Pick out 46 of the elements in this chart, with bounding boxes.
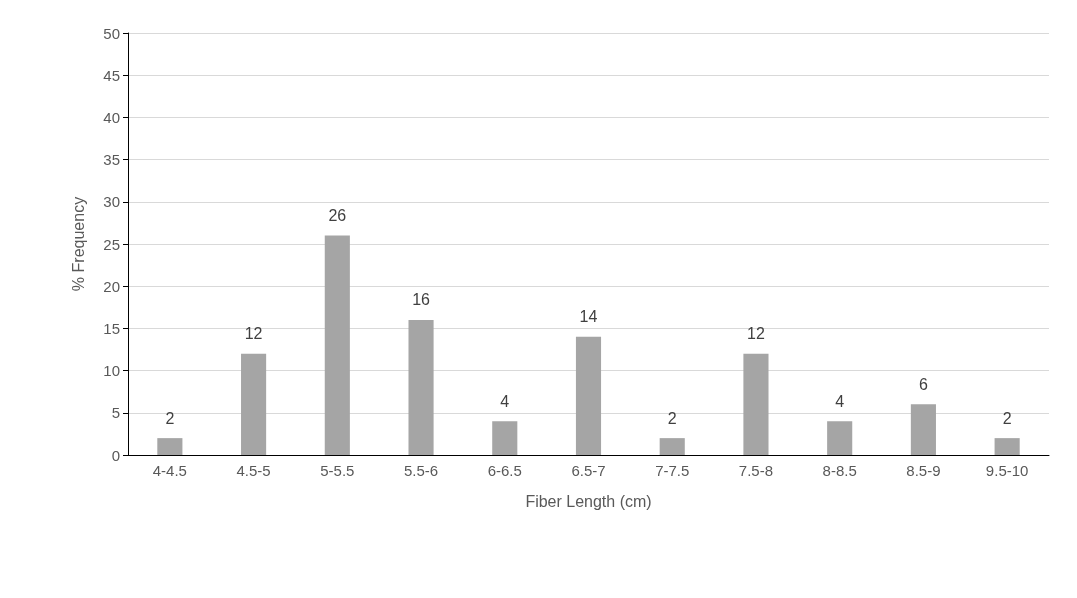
x-tick-label: 8-8.5	[822, 462, 857, 479]
bar	[910, 404, 936, 455]
data-label: 26	[328, 207, 347, 225]
data-label: 6	[918, 375, 928, 393]
y-tick-label: 5	[111, 404, 120, 422]
bar	[408, 319, 434, 455]
y-tick-label: 50	[103, 24, 120, 42]
bar	[492, 421, 518, 455]
bar	[827, 421, 853, 455]
data-label: 2	[165, 409, 175, 427]
data-label: 4	[835, 392, 845, 410]
bar	[659, 438, 685, 455]
data-label: 12	[747, 325, 765, 343]
x-tick-label: 6-6.5	[487, 462, 522, 479]
x-tick-label: 4.5-5	[236, 462, 271, 479]
bar	[994, 438, 1020, 455]
y-tick-label: 15	[103, 319, 120, 337]
bar	[743, 353, 769, 455]
y-tick-label: 40	[103, 108, 120, 126]
x-tick-label: 5.5-6	[403, 462, 439, 479]
y-tick-label: 10	[103, 362, 120, 380]
bar	[324, 235, 350, 455]
x-tick-label: 9.5-10	[985, 462, 1029, 479]
x-tick-label: 8.5-9	[906, 462, 941, 479]
bar	[157, 438, 183, 455]
y-tick-label: 0	[111, 446, 120, 464]
bar	[241, 353, 267, 455]
bar	[575, 336, 602, 455]
y-axis-title: % Frequency	[69, 196, 87, 292]
y-tick-label: 25	[103, 235, 120, 253]
data-label: 2	[667, 409, 677, 427]
data-label: 12	[244, 325, 263, 343]
y-tick-label: 20	[103, 277, 120, 295]
x-tick-label: 5-5.5	[320, 462, 355, 479]
x-tick-label: 6.5-7	[571, 462, 606, 479]
data-label: 4	[500, 392, 510, 410]
data-label: 14	[579, 308, 598, 326]
y-tick-label: 30	[103, 193, 120, 211]
y-tick-label: 35	[103, 151, 120, 169]
x-tick-label: 4-4.5	[152, 462, 187, 479]
y-tick-label: 45	[103, 66, 120, 84]
data-label: 2	[1002, 409, 1012, 427]
x-tick-label: 7.5-8	[738, 462, 774, 479]
x-tick-label: 7-7.5	[655, 462, 690, 479]
x-axis-title: Fiber Length (cm)	[525, 492, 652, 510]
data-label: 16	[412, 291, 431, 309]
